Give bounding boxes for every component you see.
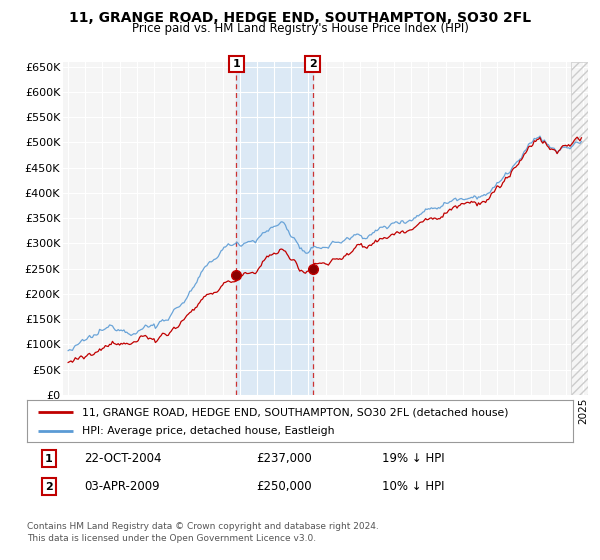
- Text: 03-APR-2009: 03-APR-2009: [85, 480, 160, 493]
- Text: 22-OCT-2004: 22-OCT-2004: [85, 452, 162, 465]
- Text: 11, GRANGE ROAD, HEDGE END, SOUTHAMPTON, SO30 2FL: 11, GRANGE ROAD, HEDGE END, SOUTHAMPTON,…: [69, 11, 531, 25]
- Text: £250,000: £250,000: [256, 480, 312, 493]
- Text: Price paid vs. HM Land Registry's House Price Index (HPI): Price paid vs. HM Land Registry's House …: [131, 22, 469, 35]
- Text: £237,000: £237,000: [256, 452, 312, 465]
- Bar: [236, 62, 313, 395]
- Text: Contains HM Land Registry data © Crown copyright and database right 2024.
This d: Contains HM Land Registry data © Crown c…: [27, 522, 379, 543]
- Text: 11, GRANGE ROAD, HEDGE END, SOUTHAMPTON, SO30 2FL (detached house): 11, GRANGE ROAD, HEDGE END, SOUTHAMPTON,…: [82, 407, 508, 417]
- Text: 1: 1: [45, 454, 53, 464]
- Text: 2: 2: [45, 482, 53, 492]
- Text: 10% ↓ HPI: 10% ↓ HPI: [382, 480, 445, 493]
- Text: 1: 1: [233, 59, 241, 69]
- Text: 2: 2: [309, 59, 317, 69]
- Text: HPI: Average price, detached house, Eastleigh: HPI: Average price, detached house, East…: [82, 426, 334, 436]
- Text: 19% ↓ HPI: 19% ↓ HPI: [382, 452, 445, 465]
